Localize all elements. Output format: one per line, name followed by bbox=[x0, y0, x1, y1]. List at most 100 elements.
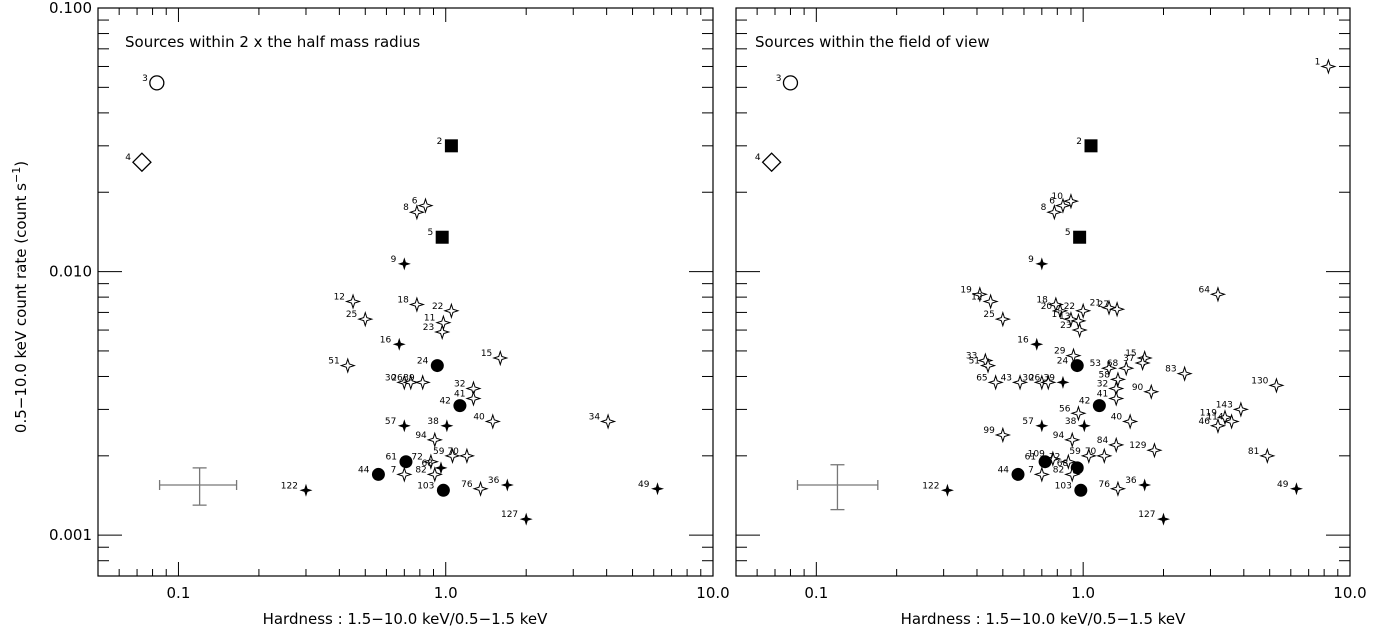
data-point-open-star bbox=[1100, 360, 1118, 377]
data-point-open-star bbox=[994, 426, 1012, 444]
data-point-label: 33 bbox=[966, 351, 977, 361]
data-point-label: 25 bbox=[346, 310, 357, 320]
data-point-open-star bbox=[458, 447, 476, 464]
data-point-open-star bbox=[1118, 360, 1135, 377]
data-point-open-star bbox=[1121, 413, 1139, 430]
data-point-label: 23 bbox=[423, 323, 434, 333]
data-point-open-star bbox=[1232, 401, 1250, 418]
y-tick-label: 0.100 bbox=[49, 0, 92, 17]
data-point-label: 15 bbox=[1125, 349, 1136, 359]
data-point-label: 8 bbox=[1041, 203, 1047, 213]
data-point-open-star bbox=[434, 323, 451, 341]
x-tick-label-left: 0.1 bbox=[167, 584, 191, 602]
data-point-label: 51 bbox=[969, 357, 980, 367]
data-point-label: 27 bbox=[1098, 300, 1109, 310]
data-point-label: 10 bbox=[1052, 192, 1064, 202]
data-point-open-diamond bbox=[761, 152, 782, 173]
data-point-open-star bbox=[1074, 302, 1092, 319]
data-point-label: 42 bbox=[1079, 397, 1090, 407]
data-point-label: 82 bbox=[415, 465, 426, 475]
data-point-label: 53 bbox=[1090, 359, 1101, 369]
data-point-label: 94 bbox=[415, 431, 427, 441]
data-point-label: 41 bbox=[1097, 389, 1108, 399]
data-point-label: 103 bbox=[417, 481, 434, 491]
data-point-label: 9 bbox=[391, 255, 397, 265]
data-point-open-star bbox=[979, 357, 997, 374]
data-point-label: 68 bbox=[1057, 459, 1069, 469]
data-point-label: 3 bbox=[776, 74, 782, 84]
data-point-open-star bbox=[1108, 436, 1125, 454]
data-point-label: 43 bbox=[1001, 373, 1012, 383]
data-point-label: 39 bbox=[1044, 373, 1056, 383]
data-point-label: 16 bbox=[380, 335, 392, 345]
data-point-open-star bbox=[344, 293, 362, 310]
data-point-label: 44 bbox=[998, 465, 1010, 475]
data-point-open-circle bbox=[149, 75, 165, 91]
panel-left: Sources within 2 x the half mass radius … bbox=[49, 0, 730, 628]
data-point-label: 127 bbox=[1138, 510, 1155, 520]
data-point-filled-circle bbox=[436, 483, 450, 497]
data-point-open-star bbox=[422, 453, 440, 470]
data-point-filled-star bbox=[1156, 512, 1170, 526]
data-point-label: 29 bbox=[1054, 347, 1066, 357]
panel-right-title: Sources within the field of view bbox=[755, 33, 990, 51]
data-point-label: 8 bbox=[403, 203, 409, 213]
data-point-label: 36 bbox=[1125, 476, 1137, 486]
data-point-label: 24 bbox=[417, 357, 429, 367]
data-point-filled-star bbox=[651, 482, 665, 496]
svg-text:0.5−10.0 keV count rate (count: 0.5−10.0 keV count rate (count s−1) bbox=[10, 161, 30, 433]
data-point-open-star bbox=[1109, 480, 1127, 497]
y-axis-title-exponent: −1 bbox=[10, 167, 23, 183]
data-point-label: 129 bbox=[1129, 441, 1146, 451]
data-point-filled-square bbox=[444, 139, 458, 153]
data-point-open-star bbox=[492, 349, 509, 367]
data-point-label: 64 bbox=[1199, 285, 1211, 295]
data-point-open-star bbox=[408, 296, 426, 313]
panel-right-frame bbox=[735, 7, 1351, 577]
data-point-label: 82 bbox=[1053, 465, 1064, 475]
data-point-label: 1 bbox=[1315, 57, 1321, 67]
data-point-open-star bbox=[1062, 310, 1080, 328]
data-point-label: 26 bbox=[391, 373, 403, 383]
data-point-filled-circle bbox=[371, 467, 385, 481]
data-point-label: 59 bbox=[433, 447, 445, 457]
data-point-label: 41 bbox=[454, 389, 465, 399]
data-point-label: 127 bbox=[501, 510, 518, 520]
y-axis-title: 0.5−10.0 keV count rate (count s−1) bbox=[10, 161, 30, 433]
data-point-filled-circle bbox=[1070, 359, 1084, 373]
data-point-label: 70 bbox=[1085, 447, 1097, 457]
data-point-open-star bbox=[1054, 197, 1072, 214]
data-point-open-star bbox=[1064, 466, 1081, 483]
panel-left-frame bbox=[97, 7, 714, 577]
data-point-label: 17 bbox=[1052, 310, 1063, 320]
data-point-filled-star bbox=[1289, 482, 1303, 496]
data-point-label: 57 bbox=[1022, 417, 1033, 427]
data-point-open-diamond bbox=[132, 152, 152, 173]
data-point-label: 109 bbox=[1028, 450, 1045, 460]
data-point-open-star bbox=[1209, 417, 1227, 434]
y-tick-label: 0.010 bbox=[49, 263, 92, 281]
data-point-label: 122 bbox=[281, 481, 298, 491]
data-point-label: 13 bbox=[1059, 312, 1070, 322]
data-point-open-star bbox=[1060, 453, 1077, 470]
panel-right: Sources within the field of view 0.1 1.0 1… bbox=[735, 7, 1367, 628]
data-point-label: 44 bbox=[358, 465, 370, 475]
data-point-label: 119 bbox=[1200, 408, 1217, 418]
data-point-open-star bbox=[1223, 413, 1240, 430]
data-point-label: 6 bbox=[412, 197, 418, 207]
data-point-open-star bbox=[1109, 371, 1127, 388]
data-point-open-star bbox=[1062, 192, 1080, 210]
data-point-filled-star bbox=[500, 478, 514, 492]
data-point-label: 22 bbox=[432, 302, 443, 312]
data-point-label: 61 bbox=[1025, 453, 1036, 463]
data-point-label: 12 bbox=[971, 293, 982, 303]
y-axis-title-main: 0.5−10.0 keV count rate (count s bbox=[12, 183, 30, 433]
x-tick-label-right: 1.0 bbox=[1071, 584, 1095, 602]
data-point-label: 99 bbox=[983, 426, 995, 436]
y-tick-label: 0.001 bbox=[49, 526, 92, 544]
data-point-open-star bbox=[484, 413, 501, 430]
data-point-label: 56 bbox=[1059, 404, 1071, 414]
data-point-filled-star bbox=[940, 483, 954, 497]
data-point-label: 18 bbox=[397, 296, 409, 306]
data-point-label: 72 bbox=[411, 453, 422, 463]
